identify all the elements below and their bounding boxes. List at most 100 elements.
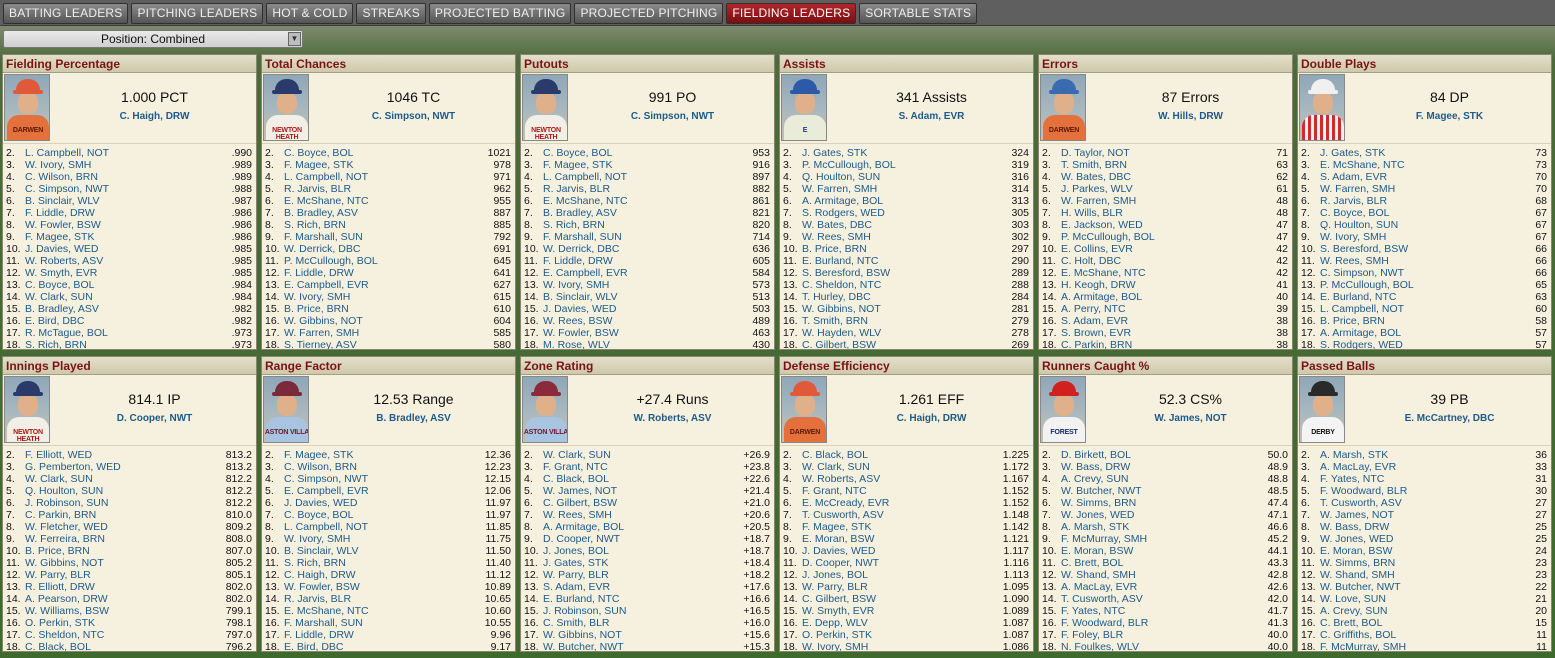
player-name-link[interactable]: E. McShane, NTC: [1320, 159, 1405, 171]
player-name-link[interactable]: F. Magee, STK: [284, 159, 354, 171]
player-portrait[interactable]: DARWEN: [781, 376, 827, 443]
player-name-link[interactable]: W. Farren, SMH: [284, 327, 360, 339]
player-name-link[interactable]: W. Butcher, NWT: [1320, 581, 1401, 593]
player-portrait[interactable]: ASTON VILLA: [522, 376, 568, 443]
leader-name-link[interactable]: C. Simpson, NWT: [371, 111, 456, 122]
player-name-link[interactable]: C. Smith, BLR: [543, 617, 610, 629]
player-name-link[interactable]: H. Wills, BLR: [1061, 207, 1123, 219]
player-name-link[interactable]: S. Beresford, BSW: [802, 267, 891, 279]
player-name-link[interactable]: A. Marsh, STK: [1320, 449, 1389, 461]
tab-sortable-stats[interactable]: SORTABLE STATS: [859, 3, 978, 24]
player-portrait[interactable]: DERBY: [1299, 376, 1345, 443]
player-name-link[interactable]: W. Butcher, NWT: [1061, 485, 1142, 497]
player-name-link[interactable]: W. Fletcher, WED: [25, 521, 108, 533]
player-name-link[interactable]: A. Crevy, SUN: [1320, 605, 1388, 617]
player-name-link[interactable]: E. McShane, NTC: [543, 195, 628, 207]
leader-name-link[interactable]: F. Magee, STK: [1415, 111, 1484, 122]
player-name-link[interactable]: F. Magee, STK: [802, 521, 872, 533]
player-name-link[interactable]: W. James, NOT: [1320, 509, 1395, 521]
player-name-link[interactable]: W. Clark, SUN: [543, 449, 611, 461]
player-name-link[interactable]: B. Bradley, ASV: [543, 207, 617, 219]
player-name-link[interactable]: C. Boyce, BOL: [543, 147, 613, 159]
player-name-link[interactable]: F. Woodward, BLR: [1061, 617, 1149, 629]
player-name-link[interactable]: P. McCullough, BOL: [284, 255, 378, 267]
player-name-link[interactable]: W. Farren, SMH: [802, 183, 878, 195]
player-name-link[interactable]: J. Davies, WED: [25, 243, 99, 255]
player-name-link[interactable]: R. Jarvis, BLR: [284, 183, 352, 195]
player-name-link[interactable]: J. Gates, STK: [543, 557, 609, 569]
player-name-link[interactable]: W. Rees, SMH: [1320, 255, 1389, 267]
player-name-link[interactable]: C. Black, BOL: [25, 641, 91, 652]
player-name-link[interactable]: S. Rich, BRN: [543, 219, 605, 231]
player-name-link[interactable]: W. Clark, SUN: [802, 461, 870, 473]
player-name-link[interactable]: W. Gibbins, NOT: [802, 303, 881, 315]
player-name-link[interactable]: W. Smyth, EVR: [25, 267, 98, 279]
player-name-link[interactable]: C. Gilbert, BSW: [802, 593, 877, 605]
leader-name-link[interactable]: D. Cooper, NWT: [116, 413, 193, 424]
player-name-link[interactable]: T. Smith, BRN: [802, 315, 868, 327]
player-name-link[interactable]: F. Woodward, BLR: [1320, 485, 1408, 497]
player-name-link[interactable]: E. Jackson, WED: [1061, 219, 1143, 231]
player-portrait[interactable]: NEWTON HEATH: [4, 376, 50, 443]
player-name-link[interactable]: F. Magee, STK: [25, 231, 95, 243]
player-name-link[interactable]: W. Ivory, SMH: [543, 279, 610, 291]
player-name-link[interactable]: C. Simpson, NWT: [284, 473, 369, 485]
player-name-link[interactable]: F. Liddle, DRW: [284, 267, 354, 279]
player-name-link[interactable]: H. Keogh, DRW: [1061, 279, 1136, 291]
player-name-link[interactable]: W. Shand, SMH: [1061, 569, 1136, 581]
player-name-link[interactable]: C. Wilson, BRN: [284, 461, 357, 473]
player-name-link[interactable]: J. Gates, STK: [1320, 147, 1386, 159]
player-name-link[interactable]: J. Robinson, SUN: [543, 605, 627, 617]
player-name-link[interactable]: F. Foley, BLR: [1061, 629, 1124, 641]
player-name-link[interactable]: W. Gibbins, NOT: [543, 629, 622, 641]
player-name-link[interactable]: C. Boyce, BOL: [284, 509, 354, 521]
player-name-link[interactable]: S. Brown, EVR: [1061, 327, 1132, 339]
player-name-link[interactable]: D. Taylor, NOT: [1061, 147, 1130, 159]
player-name-link[interactable]: A. Pearson, DRW: [25, 593, 108, 605]
player-name-link[interactable]: E. Burland, NTC: [543, 593, 620, 605]
player-name-link[interactable]: B. Bradley, ASV: [284, 207, 358, 219]
player-name-link[interactable]: C. Simpson, NWT: [25, 183, 110, 195]
player-name-link[interactable]: W. Bates, DBC: [1061, 171, 1132, 183]
player-name-link[interactable]: O. Perkin, STK: [25, 617, 96, 629]
player-name-link[interactable]: W. Simms, BRN: [1320, 557, 1396, 569]
player-name-link[interactable]: W. Parry, BLR: [25, 569, 91, 581]
player-name-link[interactable]: E. Burland, NTC: [1320, 291, 1397, 303]
player-name-link[interactable]: E. Moran, BSW: [802, 533, 875, 545]
player-name-link[interactable]: W. Roberts, ASV: [25, 255, 104, 267]
player-name-link[interactable]: R. Jarvis, BLR: [543, 183, 611, 195]
player-name-link[interactable]: F. Elliott, WED: [25, 449, 93, 461]
player-name-link[interactable]: S. Rodgers, WED: [802, 207, 885, 219]
player-name-link[interactable]: A. Marsh, STK: [1061, 521, 1130, 533]
player-name-link[interactable]: W. Clark, SUN: [25, 291, 93, 303]
player-portrait[interactable]: DARWEN: [1040, 74, 1086, 141]
player-name-link[interactable]: W. Williams, BSW: [25, 605, 109, 617]
player-name-link[interactable]: F. Grant, NTC: [543, 461, 608, 473]
player-name-link[interactable]: W. Butcher, NWT: [543, 641, 624, 652]
player-name-link[interactable]: C. Gilbert, BSW: [802, 339, 877, 350]
leader-name-link[interactable]: E. McCartney, DBC: [1404, 413, 1495, 424]
player-name-link[interactable]: A. Perry, NTC: [1061, 303, 1126, 315]
player-name-link[interactable]: P. McCullough, BOL: [1061, 231, 1155, 243]
player-name-link[interactable]: A. Armitage, BOL: [802, 195, 884, 207]
tab-fielding-leaders[interactable]: FIELDING LEADERS: [726, 3, 857, 24]
player-name-link[interactable]: L. Campbell, NOT: [1320, 303, 1405, 315]
player-name-link[interactable]: C. Boyce, BOL: [25, 279, 95, 291]
player-name-link[interactable]: W. Fowler, BSW: [284, 581, 360, 593]
player-name-link[interactable]: W. Derrick, DBC: [284, 243, 361, 255]
player-name-link[interactable]: C. Brett, BOL: [1320, 617, 1383, 629]
player-name-link[interactable]: C. Parkin, BRN: [25, 509, 97, 521]
player-name-link[interactable]: F. Yates, NTC: [1320, 473, 1385, 485]
player-name-link[interactable]: W. Rees, SMH: [802, 231, 871, 243]
player-name-link[interactable]: W. Ivory, SMH: [802, 641, 869, 652]
player-name-link[interactable]: C. Parkin, BRN: [1061, 339, 1133, 350]
player-name-link[interactable]: A. MacLay, EVR: [1061, 581, 1138, 593]
player-name-link[interactable]: W. Parry, BLR: [543, 569, 609, 581]
player-name-link[interactable]: C. Wilson, BRN: [25, 171, 98, 183]
player-name-link[interactable]: W. Shand, SMH: [1320, 569, 1395, 581]
player-name-link[interactable]: J. Jones, BOL: [543, 545, 609, 557]
player-name-link[interactable]: C. Black, BOL: [802, 449, 868, 461]
player-name-link[interactable]: W. Bass, DRW: [1061, 461, 1131, 473]
player-name-link[interactable]: A. Crevy, SUN: [1061, 473, 1129, 485]
player-name-link[interactable]: E. Burland, NTC: [802, 255, 879, 267]
